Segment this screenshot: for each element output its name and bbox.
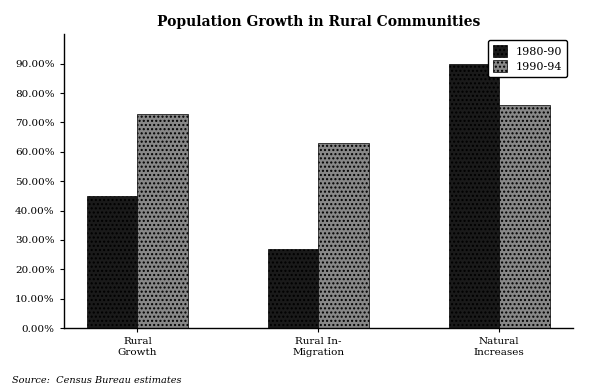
Bar: [87, 196, 137, 328]
Bar: [268, 249, 319, 328]
Bar: [137, 114, 188, 328]
Title: Population Growth in Rural Communities: Population Growth in Rural Communities: [157, 15, 480, 29]
Legend: 1980-90, 1990-94: 1980-90, 1990-94: [488, 40, 568, 77]
Bar: [499, 105, 550, 328]
Bar: [449, 64, 499, 328]
Text: Source:  Census Bureau estimates: Source: Census Bureau estimates: [12, 376, 182, 385]
Bar: [319, 143, 369, 328]
